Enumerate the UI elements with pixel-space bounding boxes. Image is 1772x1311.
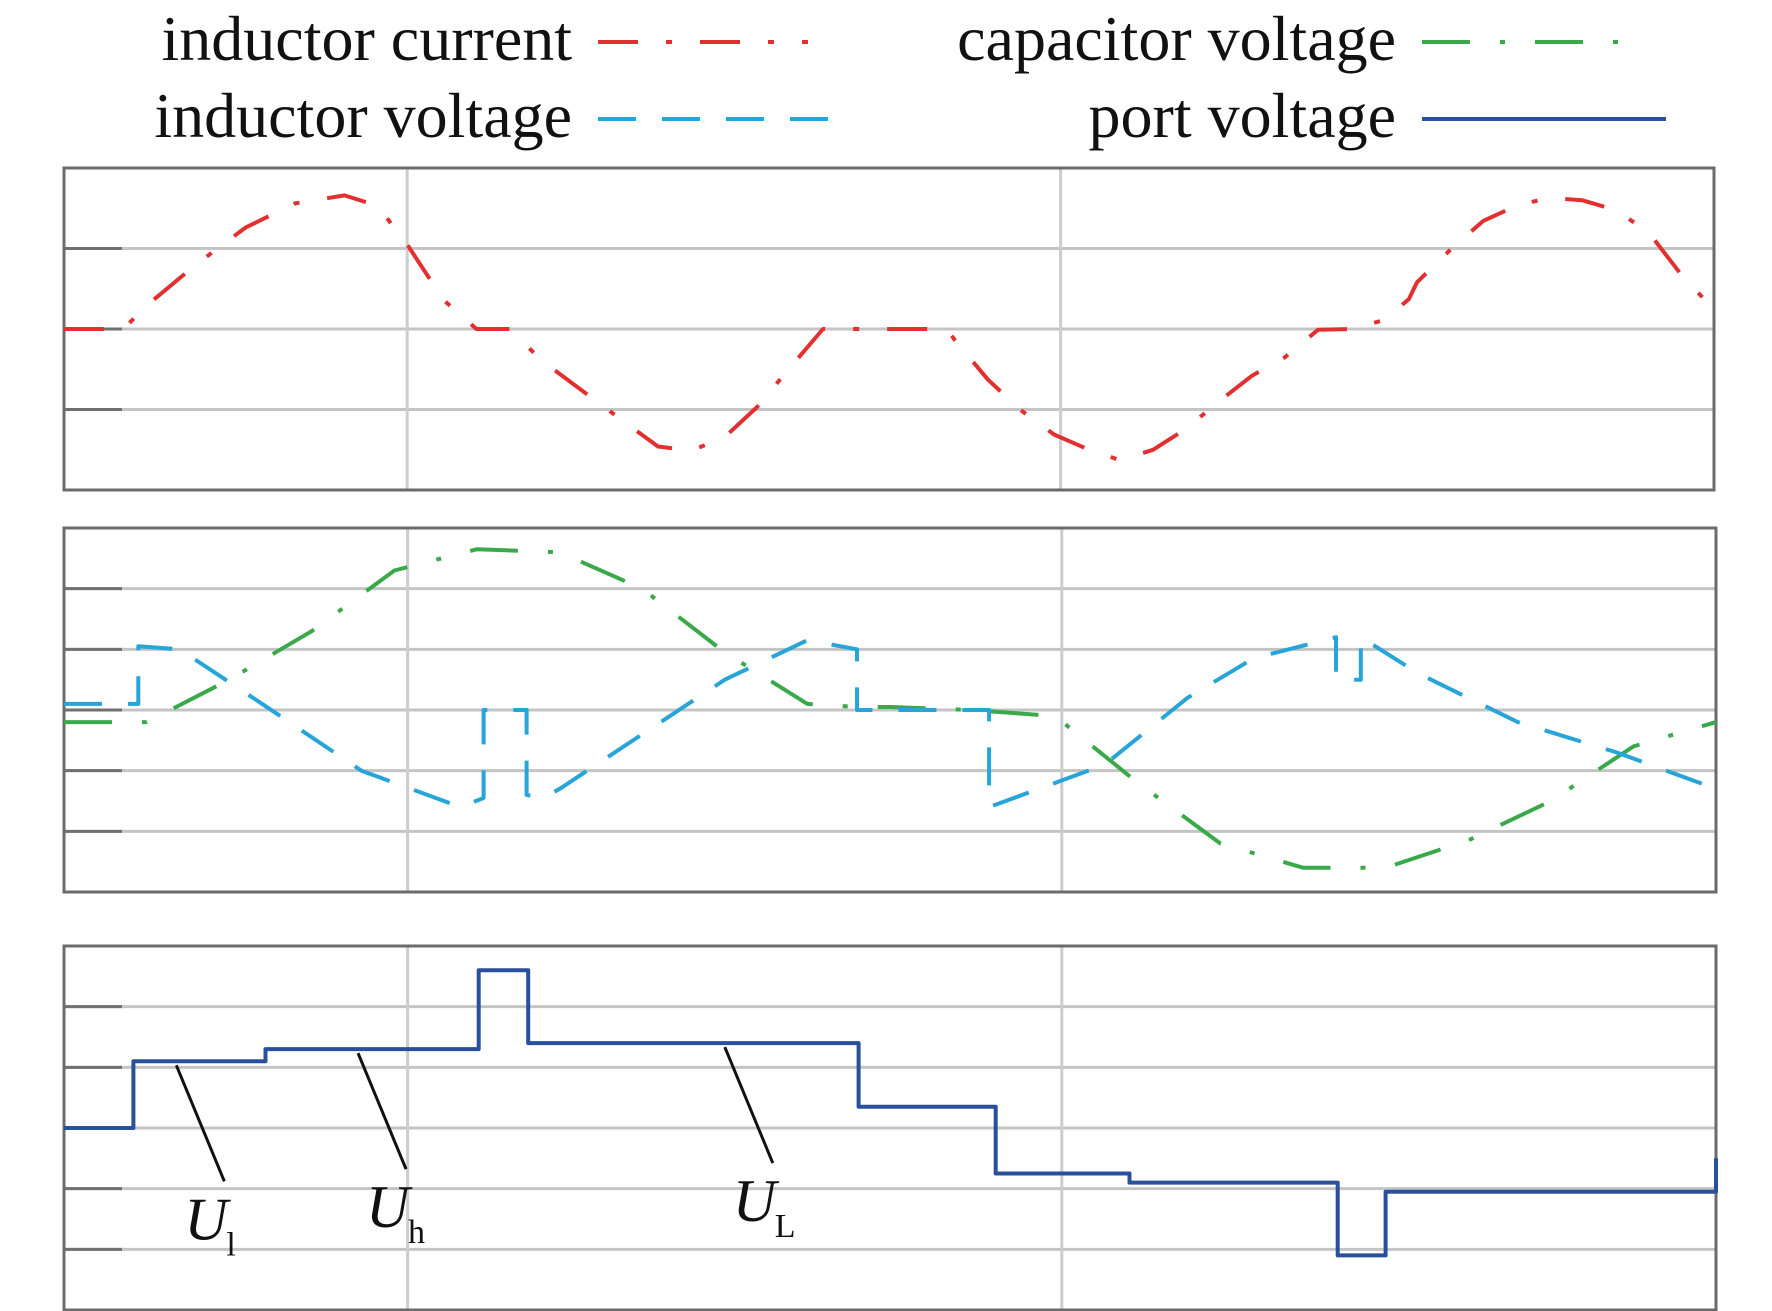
annotation-Uh: Uh	[356, 1052, 425, 1251]
annotation-subscript: l	[226, 1226, 235, 1263]
series-line-inductor-current	[64, 193, 1716, 463]
legend-item-port-voltage: port voltage	[1089, 80, 1666, 151]
legend-item-capacitor-voltage: capacitor voltage	[957, 3, 1636, 74]
annotation-Ul: Ul	[174, 1064, 236, 1263]
series-line-capacitor-voltage	[64, 547, 1717, 870]
annotation-leader	[723, 1046, 775, 1164]
legend-item-inductor-current: inductor current	[162, 3, 808, 74]
legend-label: inductor voltage	[154, 80, 572, 151]
legend: inductor current capacitor voltage inducto…	[154, 3, 1666, 151]
annotation-label: U	[184, 1186, 231, 1252]
annotation-UL: UL	[723, 1046, 796, 1245]
annotation-subscript: L	[775, 1208, 796, 1245]
legend-label: capacitor voltage	[957, 3, 1396, 74]
annotation-subscript: h	[408, 1214, 425, 1251]
annotation-label: U	[366, 1174, 413, 1240]
annotation-leader	[356, 1052, 408, 1170]
annotation-leader	[174, 1064, 226, 1182]
series-line-inductor-voltage	[64, 635, 1717, 810]
legend-item-inductor-voltage: inductor voltage	[154, 80, 840, 151]
plot-frame	[62, 526, 1718, 894]
legend-label: port voltage	[1089, 80, 1396, 151]
series-line-port-voltage	[64, 968, 1718, 1258]
panel-top	[62, 166, 1716, 492]
panel-middle	[62, 526, 1718, 894]
annotation-label: U	[733, 1168, 780, 1234]
legend-label: inductor current	[162, 3, 573, 74]
